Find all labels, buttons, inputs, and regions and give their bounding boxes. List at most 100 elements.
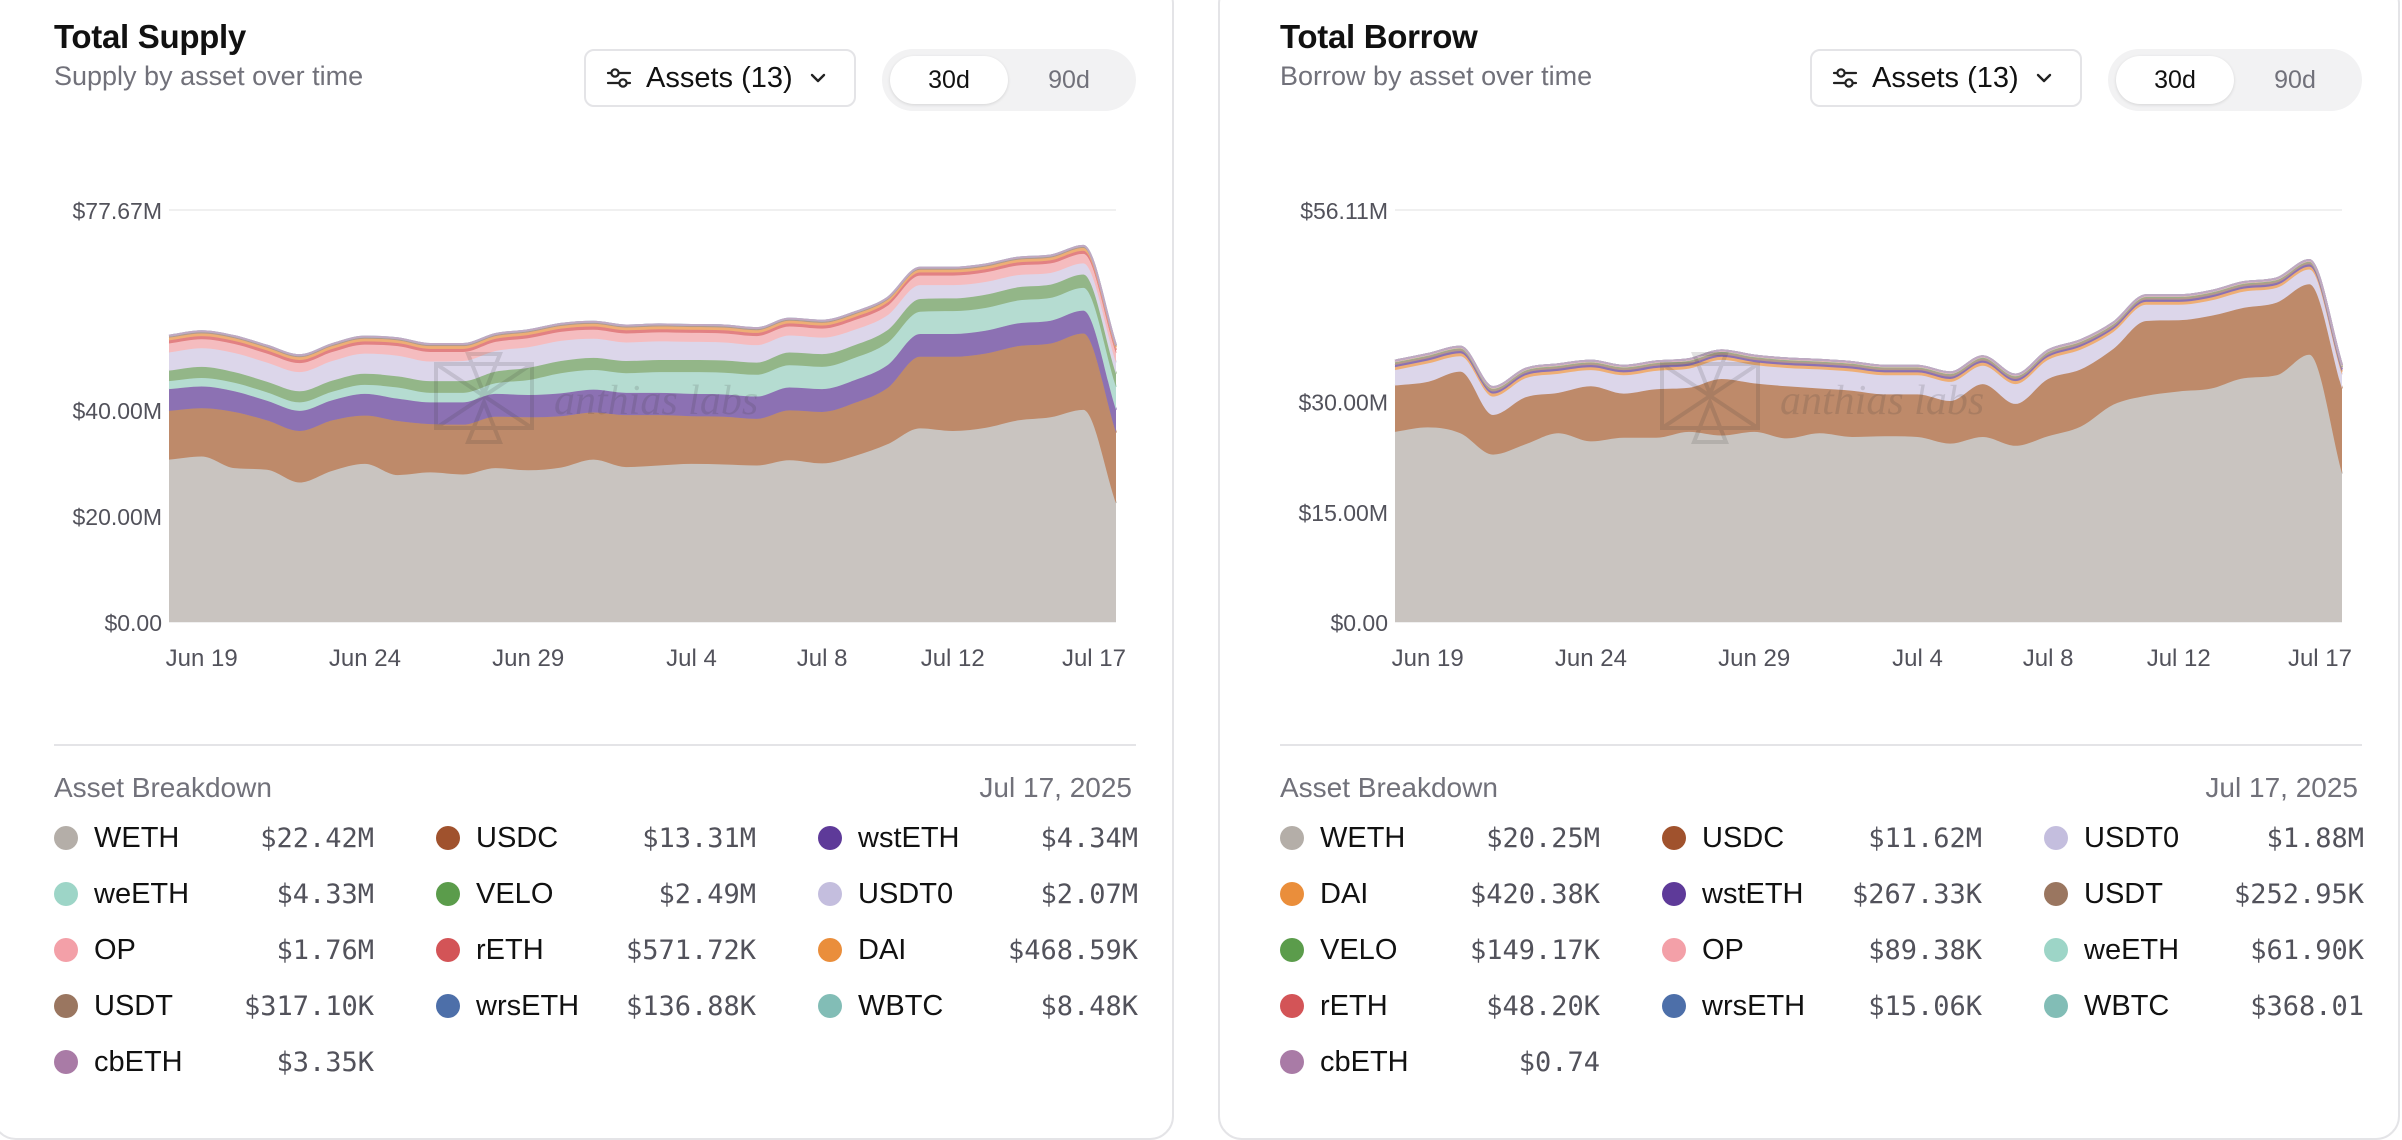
legend-item-cbeth[interactable]: cbETH $0.74 — [1280, 1042, 1600, 1082]
asset-name: rETH — [476, 933, 544, 966]
card-title: Total Supply — [54, 18, 246, 55]
area-usdt0 — [169, 263, 1116, 392]
legend-item-op[interactable]: OP $89.38K — [1662, 930, 1982, 970]
legend-item-weth[interactable]: WETH $20.25M — [1280, 818, 1600, 858]
legend-item-weth[interactable]: WETH $22.42M — [54, 818, 374, 858]
assets-button-label: Assets (13) — [1872, 61, 2019, 94]
chevron-down-icon — [810, 73, 825, 83]
asset-value: $2.49M — [658, 878, 756, 910]
x-tick-label: Jul 17 — [1062, 645, 1126, 672]
asset-name: USDT0 — [2084, 821, 2180, 854]
legend-item-reth[interactable]: rETH $48.20K — [1280, 986, 1600, 1026]
asset-value: $252.95K — [2233, 878, 2364, 910]
breakdown-label: Asset Breakdown — [54, 772, 272, 803]
legend-item-velo[interactable]: VELO $149.17K — [1280, 930, 1600, 970]
legend-item-weeth[interactable]: weETH $61.90K — [2044, 930, 2364, 970]
legend-item-wbtc[interactable]: WBTC $368.01 — [2044, 986, 2364, 1026]
x-tick-label: Jul 12 — [2147, 645, 2211, 672]
asset-value: $1.76M — [276, 934, 374, 966]
asset-value: $0.74 — [1518, 1046, 1600, 1078]
asset-name: cbETH — [1320, 1045, 1409, 1078]
area-usdc — [169, 333, 1116, 504]
breakdown-date: Jul 17, 2025 — [2205, 772, 2358, 803]
asset-name: rETH — [1320, 989, 1388, 1022]
legend-item-op[interactable]: OP $1.76M — [54, 930, 374, 970]
legend-item-usdt[interactable]: USDT $317.10K — [54, 986, 374, 1026]
asset-name: VELO — [476, 877, 554, 910]
range-90d-option[interactable]: 90d — [2274, 65, 2316, 94]
asset-value: $420.38K — [1469, 878, 1600, 910]
legend-item-wrseth[interactable]: wrsETH $15.06K — [1662, 986, 1982, 1026]
divider — [1280, 744, 2362, 746]
legend-item-reth[interactable]: rETH $571.72K — [436, 930, 756, 970]
legend-item-wsteth[interactable]: wstETH $4.34M — [818, 818, 1138, 858]
legend-item-weeth[interactable]: weETH $4.33M — [54, 874, 374, 914]
legend-item-usdc[interactable]: USDC $13.31M — [436, 818, 756, 858]
asset-name: weETH — [94, 877, 190, 910]
watermark-logo — [434, 352, 534, 444]
range-30d-option[interactable]: 30d — [2116, 56, 2234, 104]
y-tick-label: $20.00M — [72, 504, 162, 530]
asset-value: $3.35K — [276, 1046, 374, 1078]
legend-swatch — [818, 994, 842, 1018]
legend-swatch — [54, 882, 78, 906]
asset-name: DAI — [858, 933, 907, 966]
legend-item-wrseth[interactable]: wrsETH $136.88K — [436, 986, 756, 1026]
legend-item-velo[interactable]: VELO $2.49M — [436, 874, 756, 914]
breakdown-date: Jul 17, 2025 — [979, 772, 1132, 803]
card-subtitle: Borrow by asset over time — [1280, 61, 1593, 91]
asset-value: $48.20K — [1486, 990, 1600, 1022]
divider — [54, 744, 1136, 746]
area-weeth — [169, 287, 1116, 411]
y-tick-label: $40.00M — [72, 398, 162, 424]
x-tick-label: Jul 17 — [2288, 645, 2352, 672]
asset-name: VELO — [1320, 933, 1398, 966]
legend-swatch — [1280, 1050, 1304, 1074]
legend-swatch — [1280, 994, 1304, 1018]
area-reth — [169, 250, 1116, 364]
x-tick-label: Jul 4 — [1892, 645, 1943, 672]
legend-swatch — [54, 938, 78, 962]
asset-name: cbETH — [94, 1045, 183, 1078]
legend-item-usdc[interactable]: USDC $11.62M — [1662, 818, 1982, 858]
asset-legend: WETH $20.25M USDC $11.62M USDT0 $1.88M DAI $420… — [1280, 818, 2364, 1118]
breakdown-label: Asset Breakdown — [1280, 772, 1498, 803]
legend-swatch — [818, 882, 842, 906]
asset-value: $368.01 — [2250, 990, 2364, 1022]
asset-name: USDT — [2084, 877, 2163, 910]
legend-swatch — [436, 994, 460, 1018]
asset-value: $61.90K — [2250, 934, 2364, 966]
asset-legend: WETH $22.42M USDC $13.31M wstETH $4.34M weETH $… — [54, 818, 1138, 1118]
assets-filter-button[interactable]: Assets (13) — [584, 49, 856, 107]
legend-item-usdt0[interactable]: USDT0 $2.07M — [818, 874, 1138, 914]
legend-item-dai[interactable]: DAI $420.38K — [1280, 874, 1600, 914]
range-30d-option[interactable]: 30d — [890, 56, 1008, 104]
line-cbeth — [1394, 258, 2343, 389]
legend-swatch — [1280, 826, 1304, 850]
x-tick-label: Jun 29 — [492, 645, 564, 672]
asset-value: $2.07M — [1040, 878, 1138, 910]
asset-value: $13.31M — [642, 822, 756, 854]
area-usdt0 — [1395, 269, 2342, 415]
legend-item-cbeth[interactable]: cbETH $3.35K — [54, 1042, 374, 1082]
asset-value: $20.25M — [1486, 822, 1600, 854]
chevron-down-icon — [2036, 73, 2051, 83]
legend-swatch — [54, 994, 78, 1018]
asset-value: $8.48K — [1040, 990, 1138, 1022]
x-tick-label: Jul 12 — [921, 645, 985, 672]
legend-swatch — [2044, 826, 2068, 850]
legend-item-usdt0[interactable]: USDT0 $1.88M — [2044, 818, 2364, 858]
range-90d-option[interactable]: 90d — [1048, 65, 1090, 94]
area-usdc — [1395, 284, 2342, 474]
legend-item-wbtc[interactable]: WBTC $8.48K — [818, 986, 1138, 1026]
legend-item-usdt[interactable]: USDT $252.95K — [2044, 874, 2364, 914]
area-dai — [169, 248, 1116, 360]
legend-item-wsteth[interactable]: wstETH $267.33K — [1662, 874, 1982, 914]
legend-item-dai[interactable]: DAI $468.59K — [818, 930, 1138, 970]
legend-swatch — [1280, 938, 1304, 962]
x-tick-label: Jun 24 — [329, 645, 401, 672]
assets-filter-button[interactable]: Assets (13) — [1810, 49, 2082, 107]
assets-button-label: Assets (13) — [646, 61, 793, 94]
supply-area-chart: $0.00 $20.00M $40.00M $77.67M Jun 19 Jun 24 Ju… — [72, 198, 1126, 672]
legend-swatch — [1662, 882, 1686, 906]
